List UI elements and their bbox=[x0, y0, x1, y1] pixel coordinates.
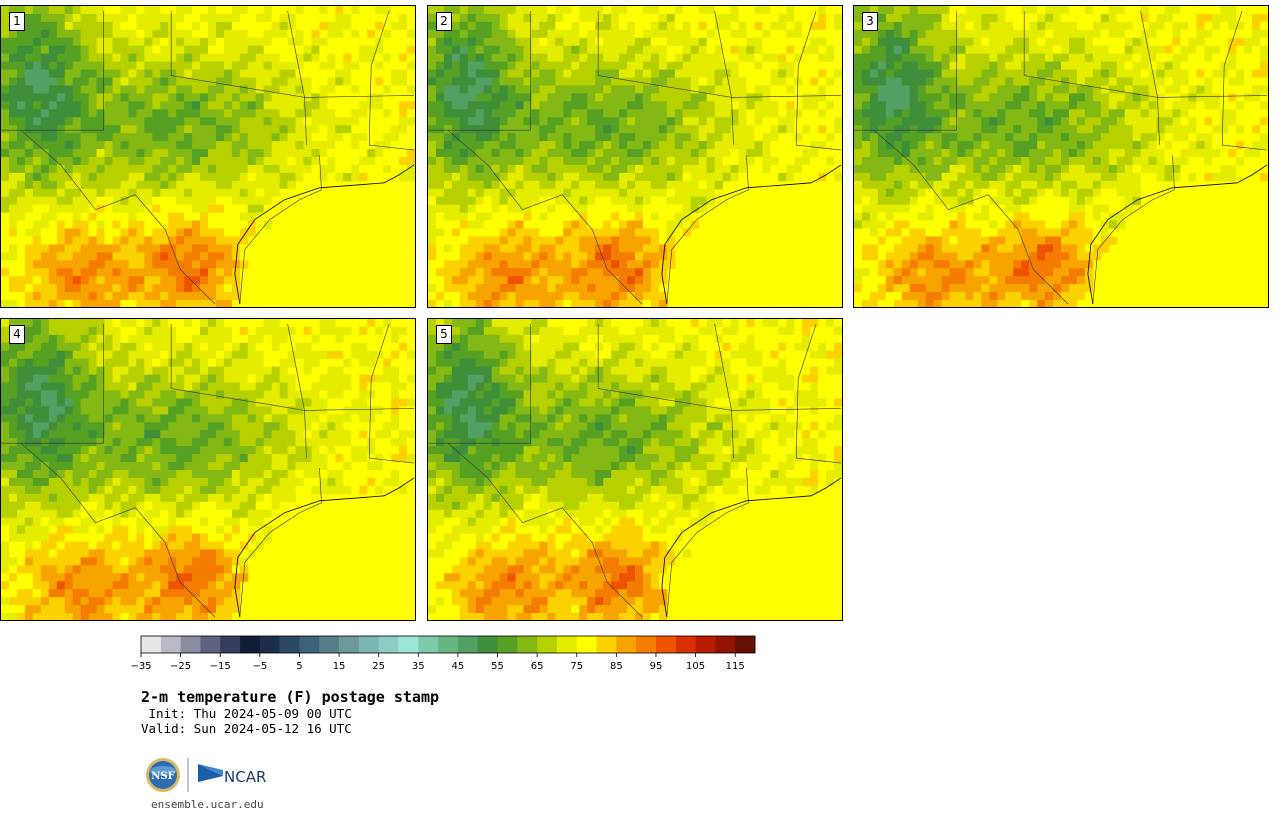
state-borders bbox=[854, 10, 1268, 151]
temperature-map bbox=[854, 6, 1268, 307]
colorbar-tick-label: 25 bbox=[372, 661, 385, 672]
coastline bbox=[234, 477, 415, 618]
colorbar-tick-label: 85 bbox=[610, 661, 623, 672]
colorbar-bin bbox=[537, 636, 558, 653]
colorbar-bin bbox=[418, 636, 439, 653]
colorbar-bin bbox=[279, 636, 300, 653]
nsf-logo-icon: NSF bbox=[146, 758, 180, 792]
colorbar-bin bbox=[675, 636, 696, 653]
colorbar-tick-label: 95 bbox=[650, 661, 663, 672]
colorbar-bin bbox=[497, 636, 518, 653]
border-texas-mexico bbox=[447, 129, 749, 305]
colorbar-bin bbox=[576, 636, 597, 653]
site-url: ensemble.ucar.edu bbox=[151, 798, 264, 811]
state-borders bbox=[428, 10, 842, 151]
coastline bbox=[1087, 164, 1268, 305]
colorbar-tick-label: 5 bbox=[296, 661, 302, 672]
colorbar-tick-label: 15 bbox=[333, 661, 346, 672]
colorbar-bin bbox=[655, 636, 677, 653]
colorbar-bin bbox=[141, 636, 162, 653]
panel-number: 3 bbox=[862, 12, 878, 31]
coastline bbox=[234, 164, 415, 305]
colorbar-bin bbox=[259, 636, 280, 653]
colorbar-bin bbox=[556, 636, 578, 653]
panel-number: 4 bbox=[9, 325, 25, 344]
colorbar-bin bbox=[200, 636, 221, 653]
colorbar-bin bbox=[378, 636, 399, 653]
colorbar-bin bbox=[735, 636, 756, 653]
chart-title: 2-m temperature (F) postage stamp bbox=[141, 688, 440, 706]
colorbar-tick-label: −5 bbox=[252, 661, 267, 672]
temperature-map bbox=[1, 6, 415, 307]
colorbar-bin bbox=[695, 636, 716, 653]
colorbar-bin bbox=[517, 636, 538, 653]
ensemble-member-panel-1: 1 bbox=[0, 5, 416, 308]
colorbar-bin bbox=[636, 636, 657, 653]
valid-time: Valid: Sun 2024-05-12 16 UTC bbox=[141, 721, 352, 736]
colorbar-bin bbox=[398, 636, 419, 653]
colorbar-bin bbox=[616, 636, 637, 653]
border-texas-mexico bbox=[20, 129, 322, 305]
colorbar-tick-label: −25 bbox=[170, 661, 191, 672]
ensemble-member-panel-4: 4 bbox=[0, 318, 416, 621]
ensemble-member-panel-5: 5 bbox=[427, 318, 843, 621]
colorbar-bin bbox=[477, 636, 498, 653]
colorbar-tick-label: −15 bbox=[210, 661, 231, 672]
state-borders bbox=[428, 323, 842, 464]
colorbar-bin bbox=[180, 636, 201, 653]
init-time: Init: Thu 2024-05-09 00 UTC bbox=[141, 706, 352, 721]
colorbar-tick-label: 105 bbox=[686, 661, 705, 672]
colorbar-bin bbox=[715, 636, 736, 653]
colorbar-bin bbox=[220, 636, 241, 653]
state-borders bbox=[1, 323, 415, 464]
border-texas-mexico bbox=[447, 442, 749, 618]
colorbar-tick-label: 75 bbox=[570, 661, 583, 672]
colorbar-bin bbox=[438, 636, 459, 653]
colorbar-bin bbox=[319, 636, 340, 653]
temperature-map bbox=[428, 319, 842, 620]
colorbar-tick-label: 35 bbox=[412, 661, 425, 672]
sponsor-logos: NSF NCAR bbox=[146, 758, 266, 792]
border-texas-mexico bbox=[20, 442, 322, 618]
state-borders bbox=[1, 10, 415, 151]
colorbar-tick-label: 65 bbox=[531, 661, 544, 672]
colorbar: −35 −25 −15 −5 5 15 25 35 45 55 65 75 85 95 105 115 bbox=[130, 635, 756, 672]
panel-number: 2 bbox=[436, 12, 452, 31]
colorbar-bin bbox=[596, 636, 617, 653]
colorbar-bin bbox=[299, 636, 320, 653]
coastline bbox=[661, 477, 842, 618]
colorbar-bin bbox=[457, 636, 479, 653]
colorbar-bin bbox=[240, 636, 261, 653]
colorbar-bin bbox=[358, 636, 379, 653]
colorbar-bin bbox=[160, 636, 181, 653]
colorbar-tick-label: −35 bbox=[130, 661, 151, 672]
ensemble-member-panel-2: 2 bbox=[427, 5, 843, 308]
panel-number: 1 bbox=[9, 12, 25, 31]
colorbar-bin bbox=[339, 636, 360, 653]
colorbar-tick-label: 45 bbox=[452, 661, 465, 672]
temperature-map bbox=[428, 6, 842, 307]
colorbar-tick-label: 55 bbox=[491, 661, 504, 672]
colorbar-tick-label: 115 bbox=[726, 661, 745, 672]
ensemble-member-panel-3: 3 bbox=[853, 5, 1269, 308]
coastline bbox=[661, 164, 842, 305]
border-texas-mexico bbox=[873, 129, 1175, 305]
temperature-map bbox=[1, 319, 415, 620]
ncar-logo-icon: NCAR bbox=[198, 764, 266, 786]
panel-number: 5 bbox=[436, 325, 452, 344]
